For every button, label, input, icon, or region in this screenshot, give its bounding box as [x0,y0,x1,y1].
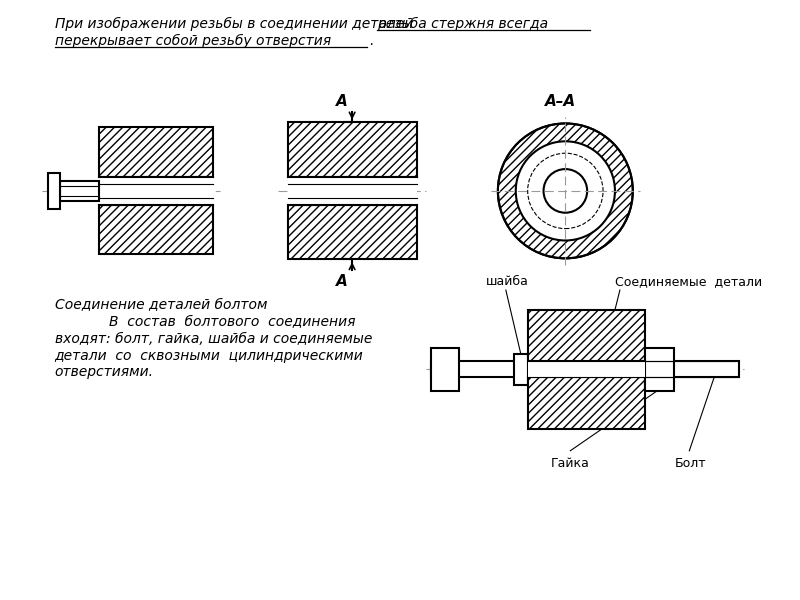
Circle shape [516,142,615,241]
Text: .: . [369,34,374,48]
Circle shape [543,169,587,213]
Bar [288,122,417,177]
Bar [288,122,417,177]
Polygon shape [48,173,59,209]
Bar [99,177,214,205]
Text: детали  со  сквозными  цилиндрическими: детали со сквозными цилиндрическими [54,349,363,362]
Text: шайба: шайба [486,275,529,288]
Bar [431,361,739,377]
Circle shape [498,124,633,259]
Bar [645,347,674,391]
Text: перекрывает собой резьбу отверстия: перекрывает собой резьбу отверстия [54,34,330,48]
Bar [288,205,417,259]
Text: входят: болт, гайка, шайба и соединяемые: входят: болт, гайка, шайба и соединяемые [54,332,372,346]
Text: A–A: A–A [545,94,576,109]
Bar [528,361,645,377]
Bar [59,181,99,201]
Bar [288,177,417,205]
Text: A: A [336,94,348,109]
Bar [99,127,214,177]
Text: Соединяемые  детали: Соединяемые детали [615,275,762,288]
Text: отверстиями.: отверстиями. [54,365,154,379]
Text: При изображении резьбы в соединении деталей: При изображении резьбы в соединении дета… [54,17,417,31]
Text: Гайка: Гайка [550,457,590,470]
Bar [514,353,528,385]
Bar [99,205,214,254]
Bar [528,377,645,429]
Bar [528,310,645,361]
Text: Соединение деталей болтом: Соединение деталей болтом [54,298,267,312]
Bar [431,347,459,391]
Bar [288,205,417,259]
Bar [99,127,214,177]
Bar [99,205,214,254]
Text: Болт: Болт [674,457,706,470]
Bar [528,310,645,361]
Text: A: A [336,274,348,289]
Bar [528,377,645,429]
Text: резьба стержня всегда: резьба стержня всегда [377,17,548,31]
Text: В  состав  болтового  соединения: В состав болтового соединения [109,315,356,329]
